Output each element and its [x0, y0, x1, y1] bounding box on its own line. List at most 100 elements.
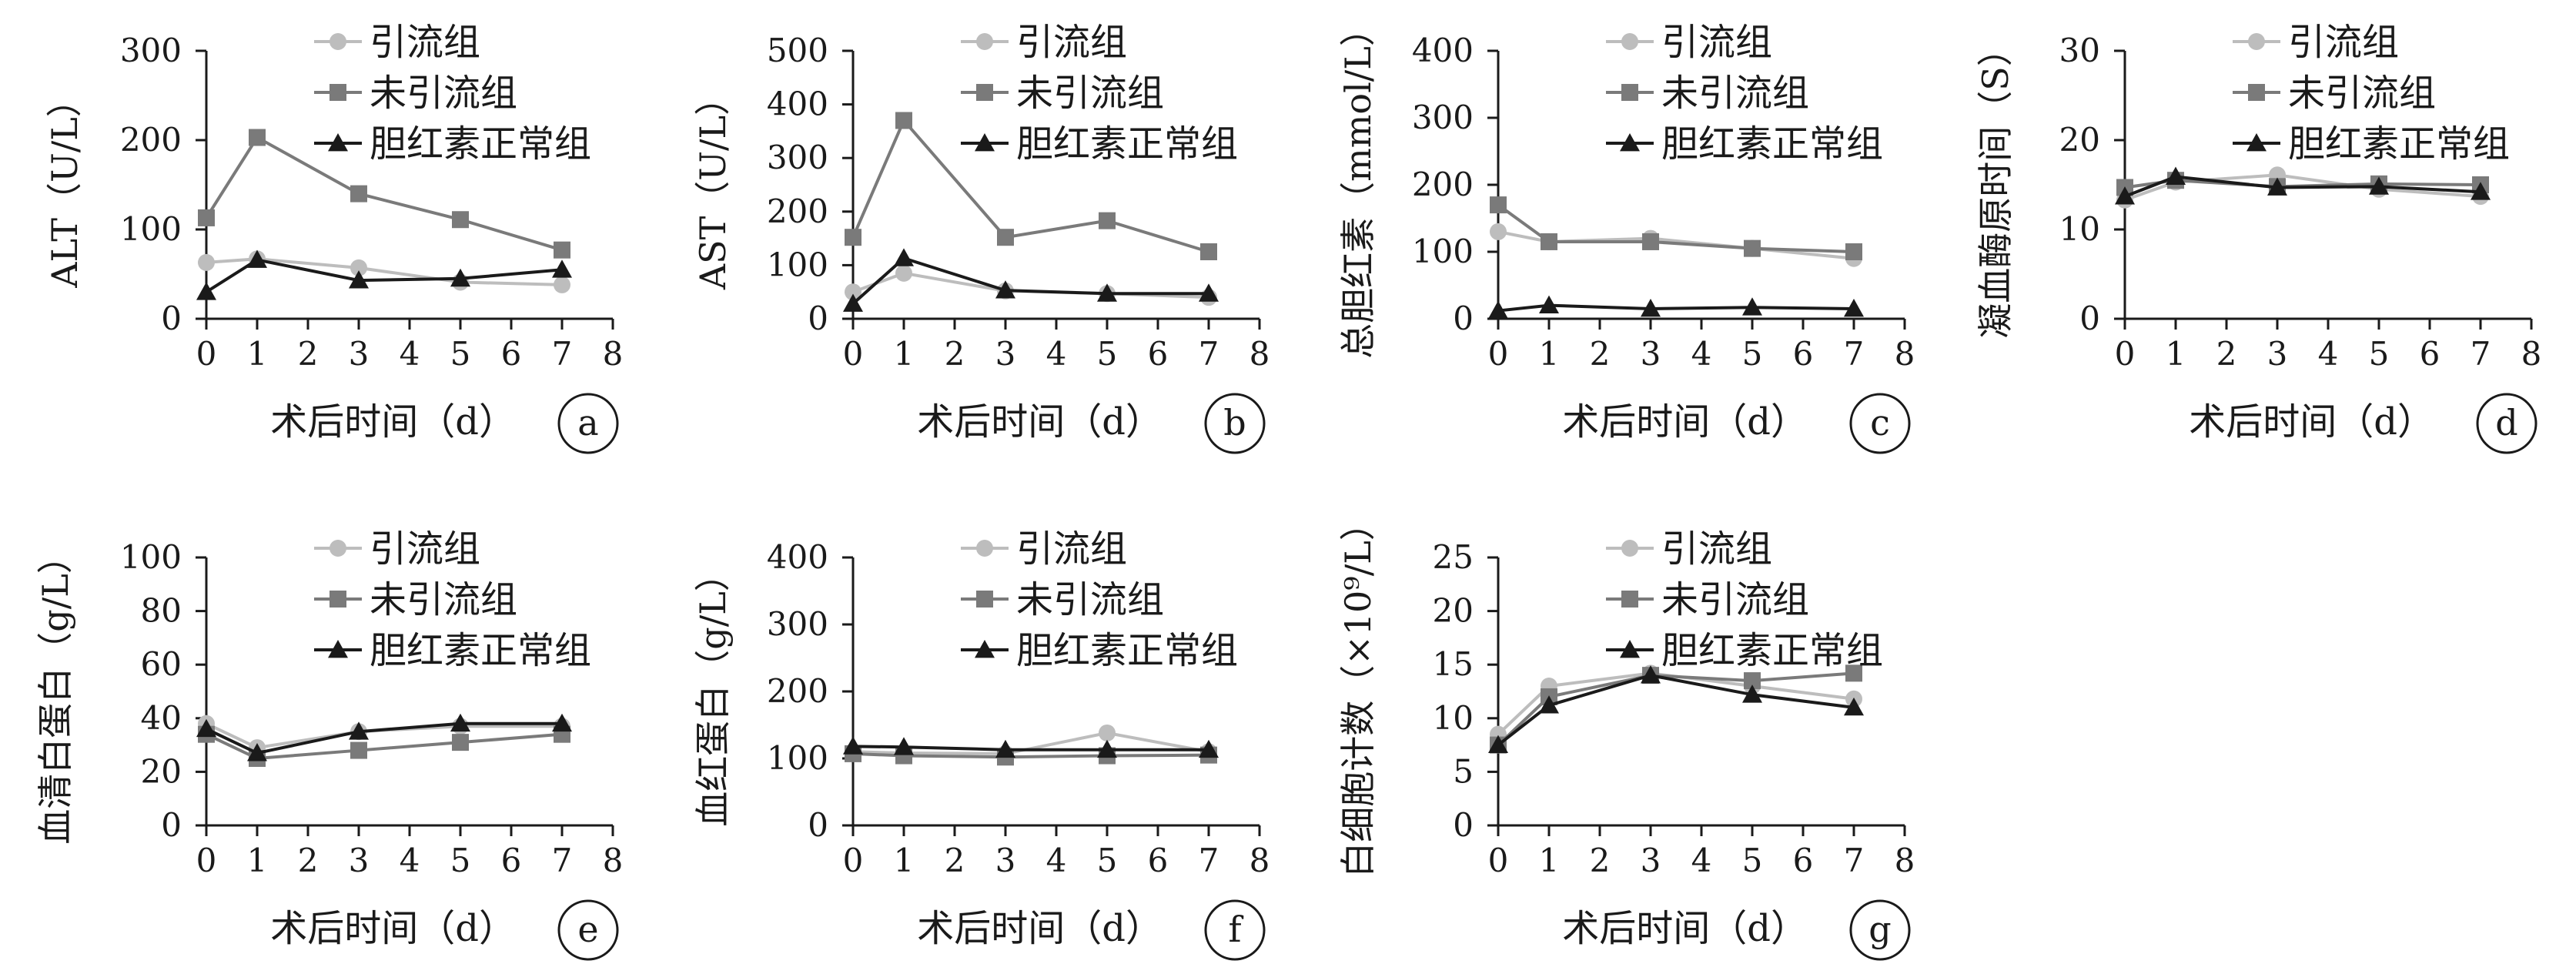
data-point [895, 264, 912, 282]
panel-letter: d [2495, 402, 2517, 444]
x-tick-label: 4 [1046, 842, 1067, 879]
data-point [1490, 223, 1507, 240]
legend-label: 引流组 [1661, 527, 1772, 571]
y-tick-label: 0 [161, 300, 182, 337]
panel-letter-circle [2476, 393, 2538, 454]
y-tick-label: 400 [1412, 32, 1474, 69]
legend-label: 引流组 [370, 527, 480, 571]
y-tick-label: 300 [767, 139, 828, 176]
data-point [1099, 212, 1116, 229]
y-tick-label: 100 [767, 246, 828, 283]
x-tick-label: 6 [501, 842, 522, 879]
data-point [1744, 239, 1761, 257]
data-point [1200, 243, 1217, 260]
x-tick-label: 2 [2216, 335, 2237, 373]
data-point [1845, 664, 1862, 682]
panel-letter: b [1223, 402, 1246, 444]
x-tick-label: 8 [603, 842, 624, 879]
x-tick-label: 2 [298, 335, 319, 373]
x-tick-label: 7 [552, 335, 573, 373]
x-tick-label: 2 [1590, 842, 1611, 879]
data-point [452, 211, 469, 229]
x-tick-label: 5 [450, 842, 471, 879]
x-tick-label: 2 [298, 842, 319, 879]
x-axis-label: 术后时间（d） [270, 400, 516, 444]
x-tick-label: 6 [1793, 842, 1814, 879]
panel-letter-circle [1204, 393, 1266, 454]
y-tick-label: 0 [161, 806, 182, 844]
y-tick-label: 200 [767, 672, 828, 710]
data-point [894, 248, 914, 266]
x-axis-label: 术后时间（d） [917, 400, 1163, 444]
legend-label: 引流组 [1016, 21, 1127, 64]
y-tick-label: 100 [1412, 233, 1474, 270]
legend-marker [330, 540, 346, 557]
x-tick-label: 4 [1691, 842, 1712, 879]
data-point [895, 112, 912, 129]
data-point [1844, 697, 1864, 716]
data-point [2471, 182, 2491, 200]
legend-marker [1621, 33, 1638, 50]
x-axis-label: 术后时间（d） [270, 907, 516, 950]
data-point [1099, 724, 1116, 741]
data-point [995, 739, 1015, 758]
x-tick-label: 8 [603, 335, 624, 373]
legend-marker [328, 133, 348, 152]
data-point [1539, 295, 1559, 313]
y-axis-label: 血清白蛋白（g/L） [35, 538, 76, 845]
x-tick-label: 6 [2420, 335, 2441, 373]
legend-marker [328, 640, 348, 658]
y-tick-label: 100 [120, 210, 182, 248]
data-point [1742, 297, 1762, 316]
legend-label: 未引流组 [1016, 72, 1164, 115]
y-axis-label: 血红蛋白（g/L） [692, 556, 734, 827]
data-point [1488, 300, 1508, 319]
legend-label: 胆红素正常组 [1016, 629, 1238, 672]
y-tick-label: 5 [1453, 752, 1474, 790]
y-tick-label: 200 [767, 192, 828, 230]
x-tick-label: 4 [400, 842, 420, 879]
data-point [1744, 672, 1761, 690]
data-point [350, 185, 367, 203]
data-point [198, 253, 215, 271]
data-point [350, 741, 367, 759]
y-tick-label: 400 [767, 538, 828, 576]
panel-letter: f [1228, 909, 1243, 950]
legend-label: 未引流组 [370, 578, 517, 621]
y-tick-label: 15 [1433, 645, 1474, 683]
x-tick-label: 0 [843, 842, 864, 879]
legend-marker [330, 591, 346, 608]
y-tick-label: 300 [120, 32, 182, 69]
data-point [1641, 298, 1661, 317]
y-axis-label: 总胆红素（mmol/L） [1337, 11, 1379, 359]
y-axis-label: AST（U/L） [692, 80, 734, 290]
legend-label: 胆红素正常组 [2288, 122, 2510, 166]
y-tick-label: 200 [120, 121, 182, 159]
x-tick-label: 1 [247, 842, 268, 879]
x-tick-label: 0 [1488, 335, 1509, 373]
x-tick-label: 6 [1148, 842, 1169, 879]
x-tick-label: 4 [1691, 335, 1712, 373]
y-tick-label: 60 [141, 645, 182, 683]
legend-marker [1621, 84, 1638, 101]
y-tick-label: 100 [120, 538, 182, 576]
data-point [843, 736, 863, 755]
x-tick-label: 7 [1199, 842, 1219, 879]
x-tick-label: 1 [2166, 335, 2186, 373]
x-tick-label: 7 [1844, 335, 1865, 373]
legend-marker [975, 640, 995, 658]
legend-marker [975, 133, 995, 152]
x-tick-label: 3 [1641, 842, 1661, 879]
x-tick-label: 1 [894, 842, 915, 879]
data-point [894, 737, 914, 755]
x-tick-label: 8 [1895, 842, 1915, 879]
data-point [997, 229, 1014, 246]
legend-marker [1620, 133, 1640, 152]
legend-label: 引流组 [370, 21, 480, 64]
x-tick-label: 8 [1250, 335, 1270, 373]
y-tick-label: 0 [808, 806, 828, 844]
